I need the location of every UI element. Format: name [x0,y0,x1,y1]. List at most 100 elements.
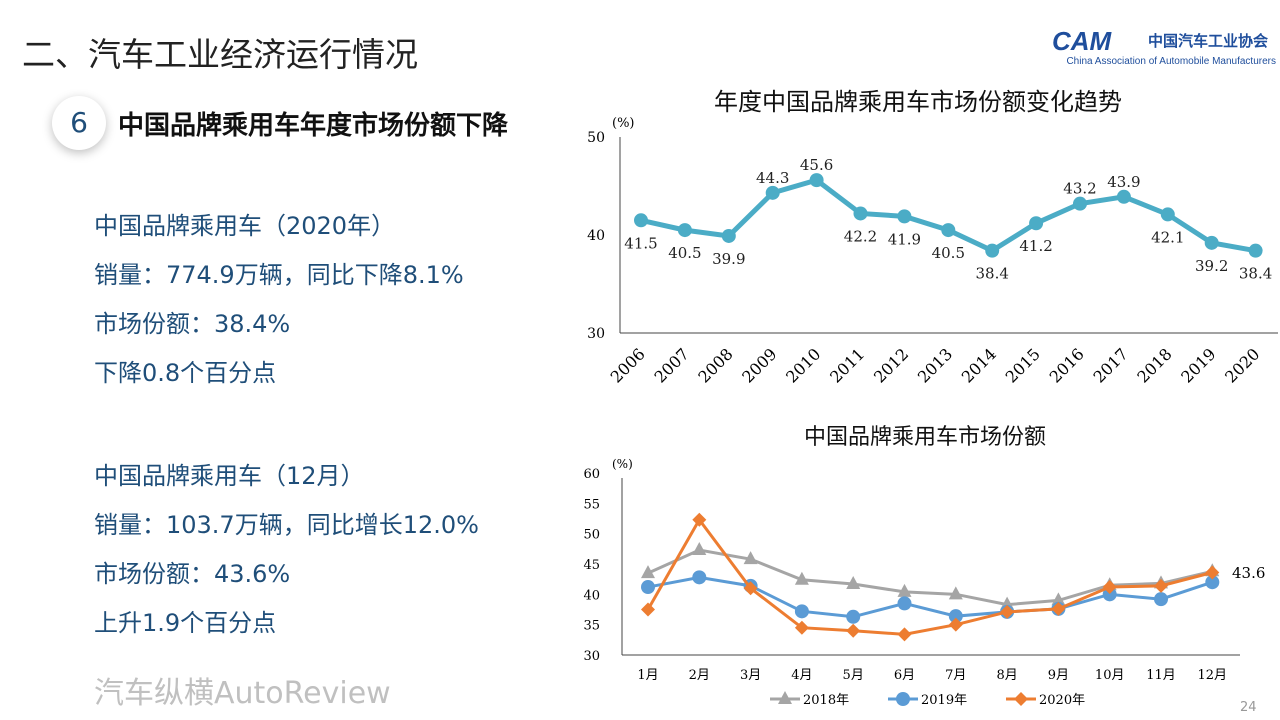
diamond-marker [897,627,912,642]
chart-title: 年度中国品牌乘用车市场份额变化趋势 [714,88,1122,116]
x-tick-label: 2019 [1177,344,1219,386]
y-tick-label: 35 [583,619,600,634]
x-tick-label: 4月 [791,668,812,683]
x-tick-label: 3月 [740,668,761,683]
data-point [1116,189,1131,204]
x-tick-label: 11月 [1146,668,1176,683]
info-line: 市场份额：38.4% [94,310,291,338]
data-point [765,185,780,200]
y-tick-label: 30 [587,326,605,342]
data-point [1029,216,1044,231]
x-tick-label: 6月 [894,668,915,683]
data-label: 39.9 [712,250,745,268]
series-line-2018年 [647,548,1213,607]
data-label: 40.5 [668,244,701,262]
circle-marker [948,609,963,624]
triangle-marker [743,551,758,565]
data-label: 38.4 [975,265,1008,283]
triangle-marker [778,691,792,704]
legend-label: 2019年 [921,693,967,708]
x-tick-label: 2012 [870,344,912,386]
diamond-marker [1000,604,1015,619]
x-tick-label: 2013 [914,344,956,386]
diamond-marker [692,512,707,527]
data-point [634,213,648,228]
x-tick-label: 2010 [782,344,824,386]
info-line: 销量：774.9万辆，同比下降8.1% [94,261,464,289]
data-label: 40.5 [932,244,965,262]
info-2020: 中国品牌乘用车（2020年） 销量：774.9万辆，同比下降8.1% 市场份额：… [94,202,464,398]
data-label: 44.3 [756,169,789,187]
x-tick-label: 2016 [1046,344,1088,386]
series-line-2019年 [647,575,1213,619]
diamond-marker [1205,565,1220,580]
x-tick-label: 2014 [958,344,1000,386]
x-tick-label: 2007 [651,344,693,386]
triangle-marker [692,542,707,556]
data-point [941,223,956,238]
data-label: 38.4 [1239,265,1272,283]
info-line: 上升1.9个百分点 [94,609,277,637]
y-unit: (%) [612,457,633,471]
data-label: 41.5 [624,234,657,252]
chart-title: 中国品牌乘用车市场份额 [804,425,1046,450]
circle-marker [1102,587,1117,602]
logo-mark: CAM [1052,26,1112,56]
x-tick-label: 1月 [637,668,658,683]
info-dec: 中国品牌乘用车（12月） 销量：103.7万辆，同比增长12.0% 市场份额：4… [94,452,479,648]
x-tick-label: 2015 [1002,344,1044,386]
x-tick-label: 2月 [689,668,710,683]
info-line: 中国品牌乘用车（2020年） [94,212,396,240]
section-number: 6 [52,96,106,150]
x-tick-label: 12月 [1198,668,1228,683]
y-tick-label: 45 [583,558,600,573]
data-label: 43.2 [1063,180,1096,198]
logo-en: China Association of Automobile Manufact… [1066,56,1276,67]
x-tick-label: 10月 [1095,668,1125,683]
triangle-marker [641,565,655,579]
triangle-marker [794,571,809,585]
y-tick-label: 40 [587,228,605,244]
info-line: 市场份额：43.6% [94,560,291,588]
circle-marker [1154,592,1168,607]
x-tick-label: 8月 [996,668,1017,683]
circle-marker [641,580,655,595]
page-number: 24 [1240,700,1257,715]
circle-marker [897,596,912,611]
data-point [897,209,912,224]
x-tick-label: 2008 [694,344,736,386]
diamond-marker [794,620,809,635]
data-point [1204,235,1219,250]
y-tick-label: 50 [587,130,605,146]
x-tick-label: 2009 [738,344,780,386]
circle-marker [846,609,861,624]
x-tick-label: 2020 [1221,344,1263,386]
y-tick-label: 30 [583,649,600,664]
info-line: 下降0.8个百分点 [94,359,277,387]
data-label: 42.2 [844,227,877,245]
x-tick-label: 5月 [843,668,864,683]
data-point [721,228,736,243]
triangle-marker [846,576,861,590]
data-point [1160,207,1175,222]
data-label: 41.2 [1019,237,1052,255]
page-title: 二、汽车工业经济运行情况 [22,35,418,74]
diamond-marker [743,581,758,596]
x-tick-label: 2011 [826,344,868,386]
data-label: 43.9 [1107,173,1140,191]
data-label: 41.9 [888,230,921,248]
diamond-marker [641,602,655,617]
x-tick-label: 2017 [1090,344,1132,386]
data-point [677,223,692,238]
triangle-marker [948,586,963,600]
data-label: 39.2 [1195,257,1228,275]
triangle-marker [1051,592,1066,606]
diamond-marker [1102,580,1117,595]
data-label: 42.1 [1151,228,1184,246]
watermark: 汽车纵横AutoReview [94,676,391,711]
data-point [1248,243,1263,258]
diamond-marker [1051,601,1066,616]
x-tick-label: 2018 [1133,344,1175,386]
diamond-marker [1014,692,1028,706]
